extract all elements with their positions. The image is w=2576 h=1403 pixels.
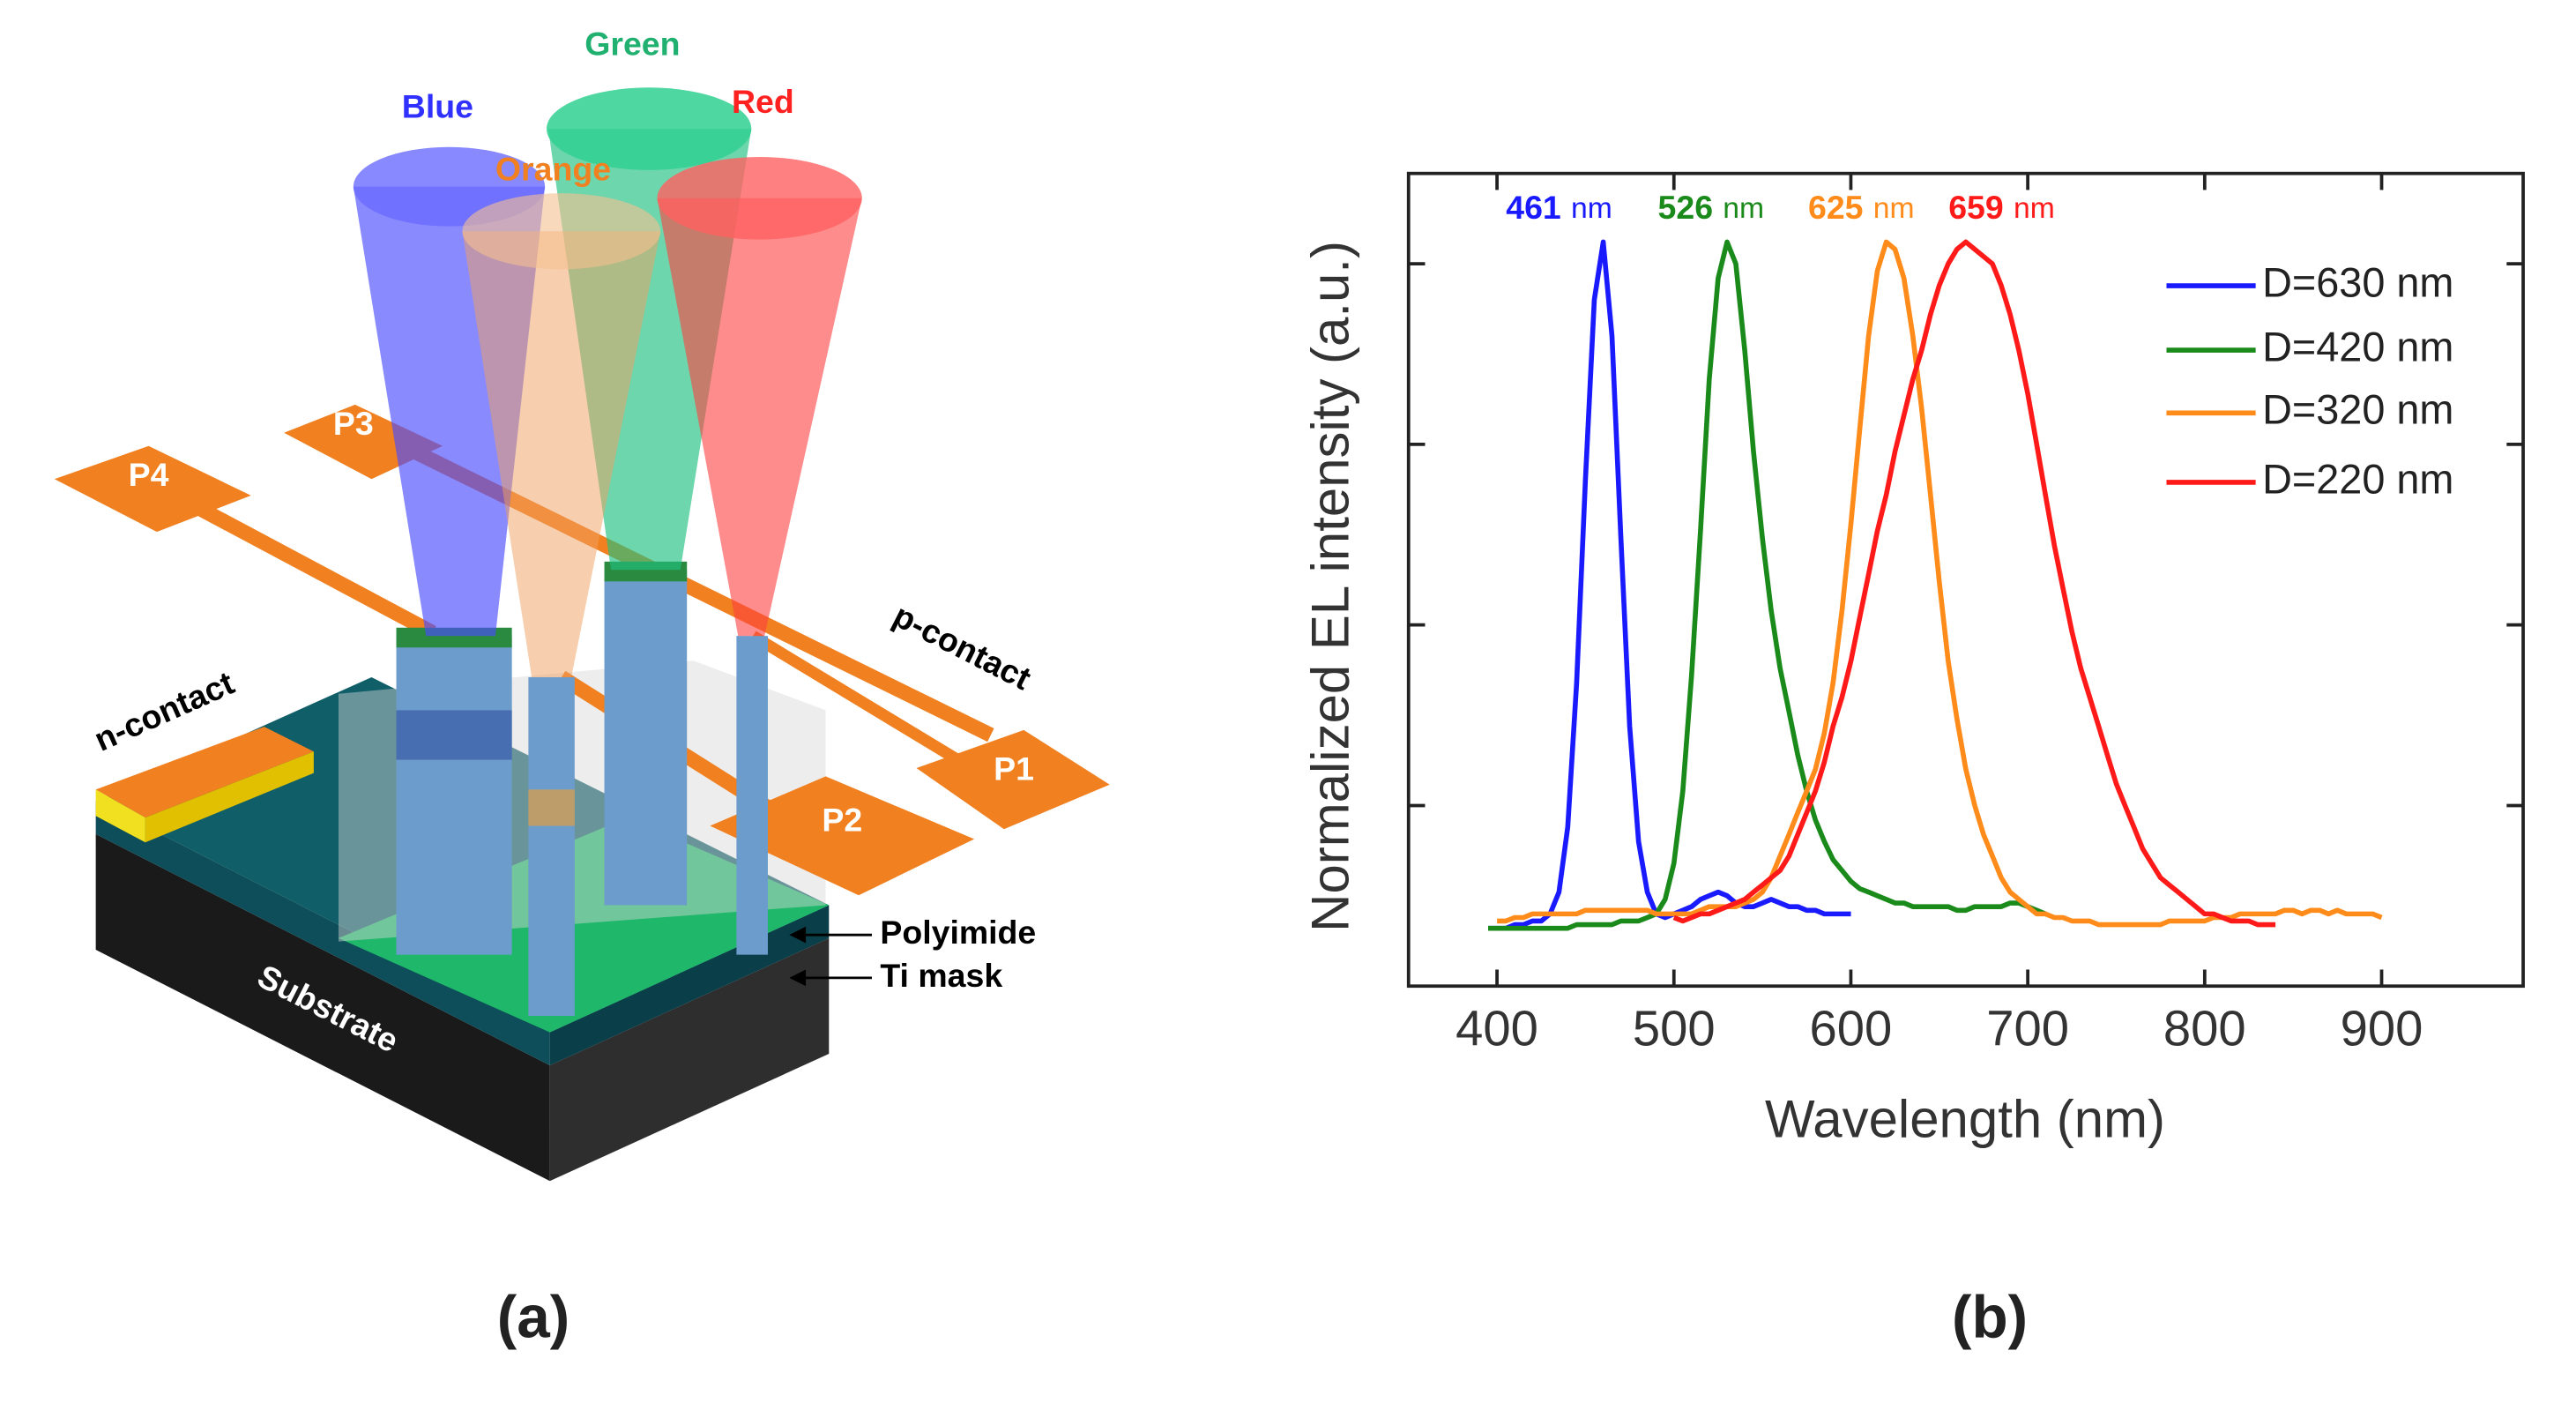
legend-label: D=420 nm [2262, 324, 2453, 369]
device-diagram: Blue Orange Green Red P1 P2 P3 P4 n-cont… [54, 25, 1110, 1350]
peak-annotation: 526 nm [1658, 189, 1765, 226]
peak-annotation: 659 nm [1948, 189, 2055, 226]
pad-label: P3 [333, 405, 374, 442]
arrowhead [789, 969, 807, 987]
polyimide-label: Polyimide [880, 914, 1036, 951]
peak-value: 659 [1948, 189, 2004, 226]
legend-label: D=220 nm [2262, 456, 2453, 502]
peak-annotation: 625 nm [1808, 189, 1915, 226]
x-tick-label: 500 [1633, 1001, 1716, 1056]
x-axis-label: Wavelength (nm) [1765, 1090, 2165, 1149]
peak-unit: nm [1571, 191, 1612, 225]
x-tick-label: 800 [2163, 1001, 2246, 1056]
pad [710, 776, 975, 896]
pad [54, 445, 251, 533]
x-tick-label: 900 [2341, 1001, 2423, 1056]
pillar [736, 636, 768, 955]
beam [462, 231, 661, 677]
pad-label: P4 [129, 456, 169, 493]
x-tick-label: 600 [1810, 1001, 1893, 1056]
x-tick-label: 400 [1456, 1001, 1538, 1056]
legend-label: D=630 nm [2262, 259, 2453, 305]
spectrum-line [1488, 239, 2047, 931]
beam-top [657, 156, 862, 240]
spectrum-line [1488, 239, 1851, 931]
peak-unit: nm [2014, 191, 2055, 225]
pad [916, 729, 1110, 830]
peak-value: 461 [1506, 189, 1561, 226]
peak-unit: nm [1723, 191, 1764, 225]
pillar [396, 636, 512, 955]
strip [178, 492, 436, 639]
beam-top [546, 87, 752, 170]
n-pad-side [145, 751, 314, 843]
peak-value: 526 [1658, 189, 1713, 226]
n-pad-side [95, 789, 145, 843]
n-contact-label: n-contact [89, 664, 241, 758]
p-contact-label: p-contact [888, 596, 1038, 697]
n-pad [95, 727, 314, 818]
spectrum-line [1672, 239, 2276, 928]
peak-annotation: 461 nm [1506, 189, 1612, 226]
pillar-layers [396, 710, 512, 760]
chart: Wavelength (nm) Normalized EL intensity … [1300, 171, 2525, 1350]
beam-label: Red [732, 83, 794, 120]
substrate-left-face [95, 833, 550, 1182]
peak-unit: nm [1873, 191, 1915, 225]
pad-label: P1 [994, 750, 1034, 787]
strip [749, 631, 961, 765]
caption: (b) [1952, 1284, 2028, 1350]
beam-label: Orange [495, 151, 611, 188]
layer-left [95, 801, 550, 1066]
pillar-layers [528, 789, 575, 826]
beam-label: Blue [402, 88, 473, 125]
ti-mask-label: Ti mask [880, 957, 1002, 994]
peak-value: 625 [1808, 189, 1864, 226]
beam-top [462, 193, 661, 270]
beam [657, 198, 862, 637]
caption: (a) [497, 1284, 570, 1350]
x-tick-label: 700 [1986, 1001, 2069, 1056]
legend-label: D=320 nm [2262, 387, 2453, 433]
pillar [604, 570, 688, 906]
substrate-right-face [549, 937, 830, 1182]
y-axis-label: Normalized EL intensity (a.u.) [1300, 241, 1359, 932]
polyimide [338, 817, 830, 1033]
spectrum-line [1497, 239, 2383, 928]
plot-frame [1406, 171, 2525, 989]
pad-label: P2 [822, 802, 862, 839]
arrowhead [789, 926, 807, 944]
beam-label: Green [584, 25, 680, 62]
pillar [528, 676, 575, 1016]
